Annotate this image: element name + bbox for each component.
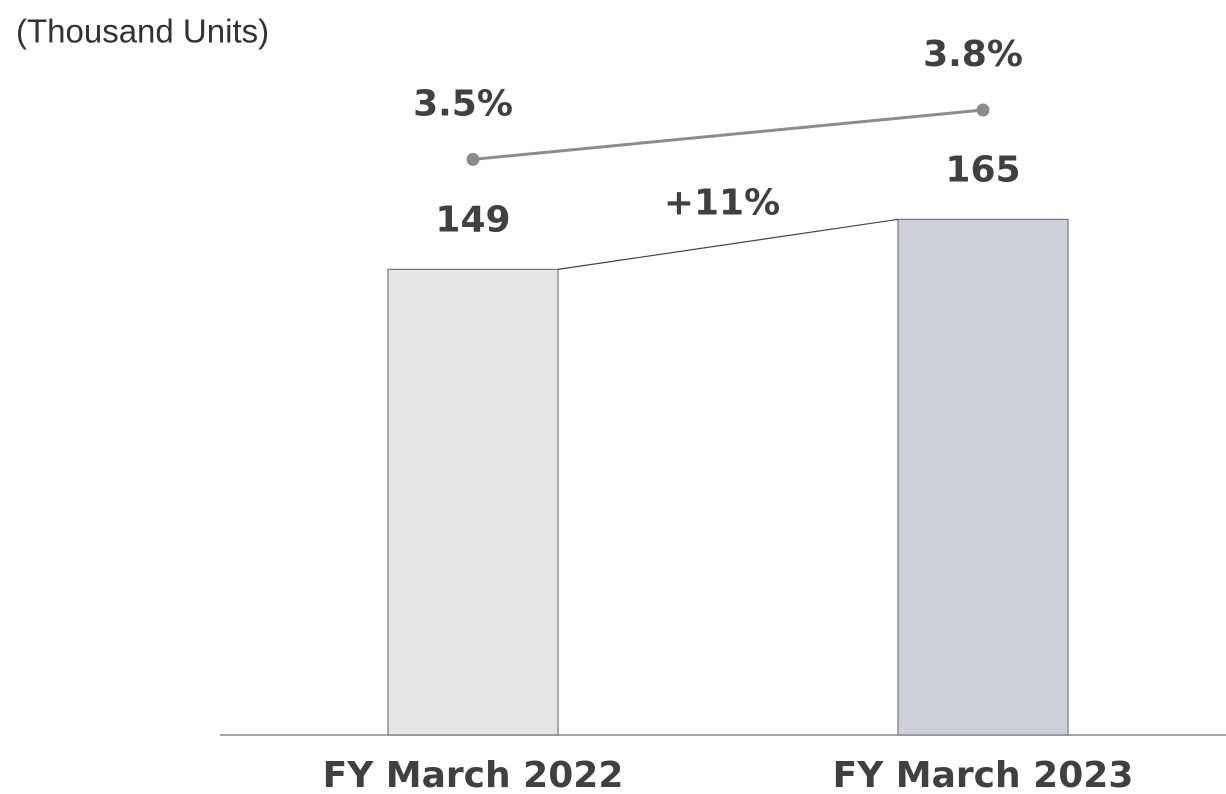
bar: [897, 218, 1069, 736]
bar-value-label: 165: [945, 149, 1020, 190]
share-point: [976, 103, 990, 117]
growth-connector: [557, 218, 899, 270]
x-tick-label: FY March 2023: [833, 755, 1134, 794]
bar-value-label: 149: [435, 199, 510, 240]
share-value-label: 3.8%: [923, 34, 1023, 75]
x-tick-label: FY March 2022: [323, 755, 624, 794]
share-line: [472, 108, 984, 161]
bar: [387, 268, 559, 736]
share-value-label: 3.5%: [413, 83, 513, 124]
unit-label: (Thousand Units): [16, 13, 269, 50]
share-point: [466, 152, 480, 166]
growth-annotation: +11%: [664, 182, 780, 223]
